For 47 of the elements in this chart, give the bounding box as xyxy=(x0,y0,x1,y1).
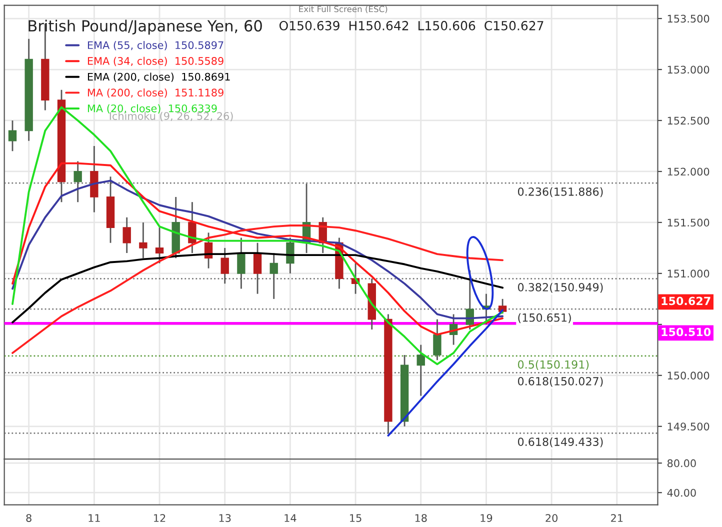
text: 150.627 xyxy=(662,296,710,306)
x-tick-label: 19 xyxy=(480,514,492,522)
legend-label: MA (200, close) 151.1189 xyxy=(88,88,224,98)
x-tick-label: 8 xyxy=(26,514,32,522)
x-tick-label: 21 xyxy=(611,514,623,522)
y-tick-label: 153.000 xyxy=(668,66,710,74)
candlestick xyxy=(237,237,246,290)
x-tick-label: 18 xyxy=(415,514,427,522)
y-tick-label: 149.500 xyxy=(668,422,710,430)
candlestick xyxy=(8,120,17,152)
candlestick xyxy=(74,160,82,203)
y-tick-label: 80.00 xyxy=(667,459,696,468)
y-tick-label: 151.000 xyxy=(668,270,710,278)
ref-line-label: 0.236(151.886) xyxy=(518,187,603,198)
ref-line-label: (150.651) xyxy=(518,313,571,324)
annotation: O150.639 H150.642 L150.606 C150.627 xyxy=(279,20,544,30)
y-tick-label: 152.500 xyxy=(668,116,710,125)
x-tick-label: 14 xyxy=(284,514,296,522)
legend-label: EMA (200, close) 150.8691 xyxy=(88,72,230,82)
ref-line-label: 0.5(150.191) xyxy=(518,360,589,370)
x-tick-label: 12 xyxy=(154,514,166,522)
candlestick xyxy=(188,201,196,254)
annotation: Exit Full Screen (ESC) xyxy=(299,6,388,14)
ref-line-label: 0.382(150.949) xyxy=(518,282,603,293)
y-tick-label: 151.500 xyxy=(668,218,710,227)
candlestick xyxy=(155,226,164,264)
candlestick xyxy=(139,222,148,259)
ref-line-label: 150.510 xyxy=(662,328,711,336)
x-tick-label: 20 xyxy=(546,514,558,522)
candlestick xyxy=(270,252,278,300)
candlestick xyxy=(253,242,262,295)
candlestick xyxy=(286,237,294,274)
legend-label: EMA (55, close) 150.5897 xyxy=(88,41,224,50)
x-tick-label: 15 xyxy=(350,514,362,522)
candlestick xyxy=(220,247,229,284)
y-tick-label: 153.500 xyxy=(668,14,710,23)
ref-line-label: 0.618(150.027) xyxy=(518,376,603,387)
y-tick-label: 152.000 xyxy=(668,168,710,176)
legend-label: EMA (34, close) 150.5589 xyxy=(88,56,224,66)
ref-line-label: 0.618(149.433) xyxy=(518,437,603,448)
candlestick xyxy=(416,344,425,396)
candlestick xyxy=(433,318,442,361)
y-tick-label: 40.00 xyxy=(667,488,696,497)
x-tick-label: 13 xyxy=(219,514,231,522)
candlestick xyxy=(122,216,131,254)
x-tick-label: 11 xyxy=(88,514,100,522)
y-tick-label: 150.000 xyxy=(668,372,710,380)
